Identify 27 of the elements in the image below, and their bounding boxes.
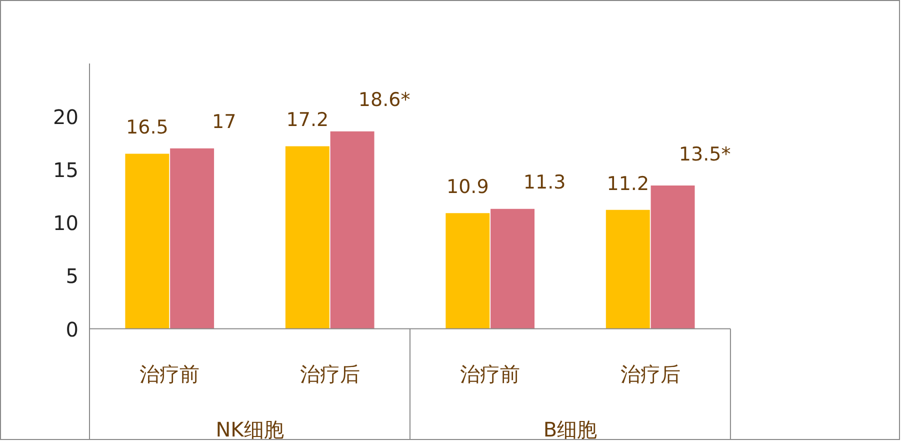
y-tick-label: 15 <box>53 158 79 182</box>
data-label: 11.2 <box>606 172 650 195</box>
bar <box>606 210 650 329</box>
text: NK细胞 <box>216 418 284 442</box>
y-tick-label: 10 <box>53 211 79 236</box>
data-label: 16.5 <box>126 116 168 139</box>
bar <box>330 131 374 329</box>
data-label: 18.6* <box>358 89 410 112</box>
bar <box>446 213 490 329</box>
y-tick-label: 0 <box>66 317 79 342</box>
y-tick-label: 5 <box>66 264 79 288</box>
data-label: 11.3 <box>523 172 566 194</box>
bar <box>650 186 695 329</box>
x-tick-label: 治疗前 <box>140 362 200 386</box>
y-tick-label: 20 <box>53 105 79 130</box>
x-tick-label: 治疗后 <box>620 362 680 386</box>
data-label: 17.2 <box>286 109 329 132</box>
text: B细胞 <box>543 418 598 442</box>
data-label: 17 <box>212 111 236 134</box>
data-label: 10.9 <box>446 176 489 198</box>
bar <box>125 154 170 329</box>
bar <box>170 148 214 329</box>
bar <box>285 146 330 329</box>
x-tick-label: 治疗后 <box>300 362 360 386</box>
x-tick-label: 治疗前 <box>460 362 520 386</box>
bar <box>490 208 535 329</box>
data-label: 13.5* <box>678 143 731 166</box>
